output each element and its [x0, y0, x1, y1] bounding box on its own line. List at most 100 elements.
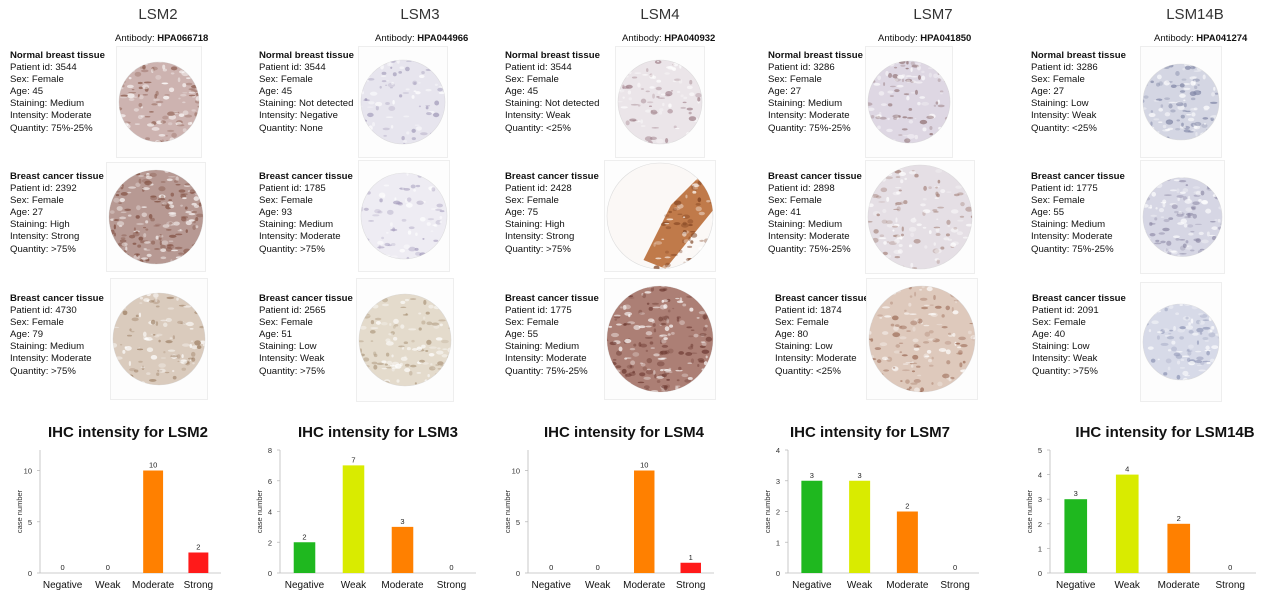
sample-title: Normal breast tissue [259, 50, 354, 61]
patient-id: Patient id: 1775 [1031, 183, 1098, 195]
data-label: 7 [351, 455, 355, 464]
bar-moderate [143, 470, 164, 573]
data-label: 0 [549, 563, 553, 572]
data-label: 2 [905, 502, 909, 511]
patient-id: Patient id: 1775 [505, 305, 572, 317]
tissue-image [865, 46, 953, 158]
intensity: Intensity: Strong [505, 231, 575, 243]
x-tick-label: Negative [43, 580, 83, 591]
x-tick-label: Moderate [1158, 580, 1201, 591]
quantity: Quantity: 75%-25% [768, 122, 851, 134]
y-tick-label: 2 [268, 538, 272, 547]
y-tick-label: 5 [516, 518, 520, 527]
tissue-image [1140, 282, 1222, 402]
quantity: Quantity: >75% [10, 365, 76, 377]
quantity: Quantity: >75% [10, 243, 76, 255]
y-tick-label: 8 [268, 446, 272, 455]
bar-strong [188, 552, 209, 573]
staining: Staining: Low [259, 341, 317, 353]
sample-info: Breast cancer tissue Patient id: 4730 Sex:… [10, 293, 104, 378]
age: Age: 45 [10, 86, 44, 98]
age: Age: 55 [1031, 207, 1065, 219]
data-label: 3 [400, 517, 404, 526]
bar-weak [1115, 474, 1139, 573]
y-tick-label: 5 [1038, 446, 1042, 455]
x-tick-label: Moderate [381, 580, 424, 591]
sample-info: Normal breast tissue Patient id: 3286 Sex:… [768, 50, 863, 135]
tissue-image [358, 46, 448, 158]
staining: Staining: Low [1032, 341, 1090, 353]
x-tick-label: Strong [940, 580, 969, 591]
patient-id: Patient id: 1785 [259, 183, 326, 195]
sex: Sex: Female [768, 74, 822, 86]
patient-id: Patient id: 2428 [505, 183, 572, 195]
data-label: 0 [61, 563, 65, 572]
bar-moderate [896, 511, 918, 573]
data-label: 2 [302, 532, 306, 541]
y-tick-label: 6 [268, 477, 272, 486]
intensity: Intensity: Moderate [768, 110, 850, 122]
staining: Staining: Medium [10, 341, 85, 353]
y-tick-label: 0 [268, 569, 272, 578]
x-tick-label: Negative [532, 580, 572, 591]
quantity: Quantity: None [259, 122, 323, 134]
chart-lsm2: 0 5 10 case number 0 Negative 0 Weak 10 Moderate 2… [12, 440, 227, 599]
y-tick-label: 2 [776, 508, 780, 517]
sample-info: Breast cancer tissue Patient id: 2565 Sex:… [259, 293, 353, 378]
y-tick-label: 1 [1038, 544, 1042, 553]
sample-title: Normal breast tissue [1031, 50, 1126, 61]
x-tick-label: Weak [95, 580, 121, 591]
column-title-lsm7: LSM7 [913, 6, 953, 23]
tissue-image [865, 160, 975, 274]
staining: Staining: Not detected [505, 98, 600, 110]
data-label: 10 [640, 461, 648, 470]
sample-title: Breast cancer tissue [259, 171, 353, 182]
y-tick-label: 1 [776, 538, 780, 547]
quantity: Quantity: >75% [259, 365, 325, 377]
sex: Sex: Female [775, 317, 829, 329]
intensity: Intensity: Moderate [259, 231, 341, 243]
sex: Sex: Female [259, 195, 313, 207]
patient-id: Patient id: 2898 [768, 183, 835, 195]
chart-lsm7: 0 1 2 3 4 case number 3 Negative 3 Weak 2 Moderate 0… [760, 440, 985, 599]
age: Age: 45 [259, 86, 293, 98]
y-tick-label: 0 [28, 569, 32, 578]
staining: Staining: Medium [768, 98, 843, 110]
y-tick-label: 0 [776, 569, 780, 578]
sample-title: Breast cancer tissue [1031, 171, 1125, 182]
x-tick-label: Weak [585, 580, 611, 591]
patient-id: Patient id: 2392 [10, 183, 77, 195]
column-title-lsm14b: LSM14B [1166, 6, 1224, 23]
staining: Staining: Medium [768, 219, 843, 231]
bar-negative [1064, 499, 1088, 573]
intensity: Intensity: Strong [10, 231, 80, 243]
chart-title-lsm14b: IHC intensity for LSM14B [1075, 424, 1255, 441]
x-tick-label: Negative [285, 580, 325, 591]
sample-info: Breast cancer tissue Patient id: 1775 Sex:… [1031, 171, 1125, 256]
sample-info: Breast cancer tissue Patient id: 1874 Sex:… [775, 293, 869, 378]
y-tick-label: 0 [516, 569, 520, 578]
y-tick-label: 10 [512, 467, 520, 476]
staining: Staining: Medium [10, 98, 85, 110]
age: Age: 41 [768, 207, 802, 219]
x-tick-label: Moderate [623, 580, 666, 591]
intensity: Intensity: Weak [505, 110, 571, 122]
bar-negative [801, 480, 823, 573]
data-label: 3 [1074, 489, 1078, 498]
intensity: Intensity: Moderate [10, 353, 92, 365]
patient-id: Patient id: 3544 [10, 62, 77, 74]
data-label: 0 [1228, 563, 1232, 572]
intensity: Intensity: Moderate [1031, 231, 1113, 243]
x-tick-label: Strong [676, 580, 705, 591]
data-label: 0 [106, 563, 110, 572]
staining: Staining: Medium [1031, 219, 1106, 231]
bar-moderate [391, 526, 414, 573]
y-tick-label: 0 [1038, 569, 1042, 578]
x-tick-label: Strong [184, 580, 213, 591]
sample-title: Breast cancer tissue [10, 293, 104, 304]
sample-title: Breast cancer tissue [505, 293, 599, 304]
age: Age: 27 [1031, 86, 1065, 98]
staining: Staining: Low [775, 341, 833, 353]
chart-lsm3: 0 2 4 6 8 case number 2 Negative 7 Weak 3 Moderate 0… [252, 440, 482, 599]
sex: Sex: Female [768, 195, 822, 207]
